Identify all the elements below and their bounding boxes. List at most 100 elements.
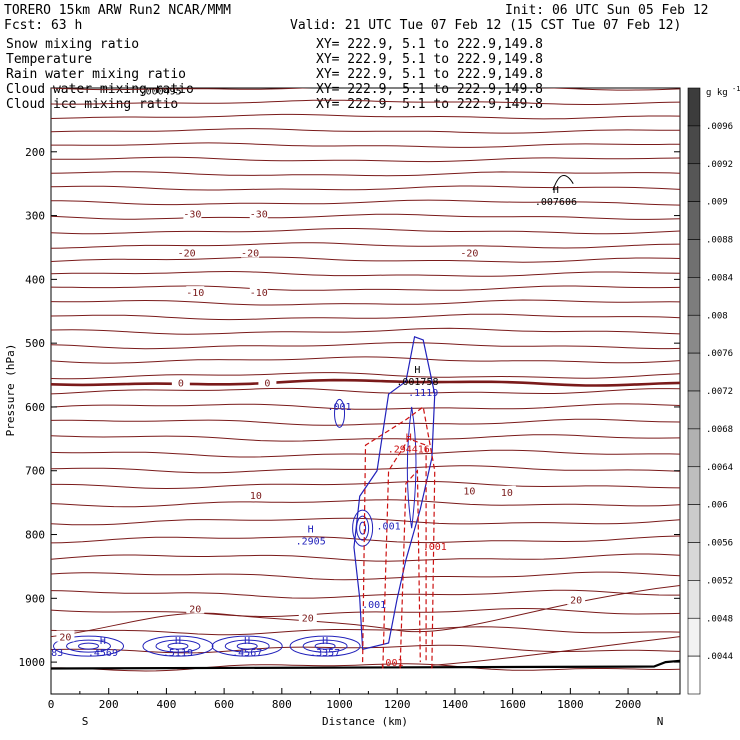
cloud-water-contour [352,509,374,547]
temperature-contour [51,113,680,120]
colorbar-label: .0064 [706,463,733,473]
contour-value-label: .000495 [140,86,182,97]
colorbar-swatch [687,239,701,278]
temperature-label: 10 [250,491,262,502]
x-tick-label: 1400 [442,698,469,711]
colorbar-label: .0052 [706,576,733,586]
colorbar-swatch [687,390,701,430]
colorbar-swatch [687,504,701,543]
temperature-label: 10 [501,488,513,499]
cloud-water-contour [224,639,270,653]
colorbar-label: .009 [706,198,728,208]
contour-value-label: .001 [362,600,386,611]
cloud-water-contour [167,642,189,650]
temperature-contour [51,372,680,380]
x-tick-label: 1200 [384,698,411,711]
temperature-contour [51,142,680,148]
temperature-contour [51,571,680,581]
y-tick-label: 200 [25,146,45,159]
header-model: TORERO 15km ARW Run2 NCAR/MMM [4,3,231,18]
y-axis-label: Pressure (hPa) [4,344,17,437]
y-tick-label: 400 [25,273,45,286]
colorbar-swatch [687,617,701,657]
y-tick-label: 900 [25,592,45,605]
temperature-contour [51,213,680,220]
x-tick-label: 1000 [326,698,353,711]
cloud-water-contour [334,398,346,428]
contour-value-label: .001 [377,521,401,532]
contour-value-label: .001 [327,402,351,413]
contour-value-label: .001 [423,542,447,553]
cloud-water-contour [66,639,112,653]
temperature-label: 0 [178,379,184,390]
temperature-label-bg [241,246,260,258]
temperature-contour [51,663,680,672]
extremum-symbol: H [406,433,412,444]
colorbar-swatch [687,428,701,468]
snow-contour [552,175,574,191]
temperature-label-bg [186,286,205,298]
temperature-contour [51,171,680,177]
header-init: Init: 06 UTC Sun 05 Feb 12 [505,3,709,18]
colorbar-swatch [687,352,701,392]
header-fcst: Fcst: 63 h [4,18,82,33]
legend-rain: Rain water mixing ratio [6,67,186,82]
y-tick-label: 500 [25,337,45,350]
extremum-value: .001758 [396,377,438,388]
temperature-contour [51,270,680,277]
temperature-label-bg [171,376,190,388]
legend-cloud-ice-xy: XY= 222.9, 5.1 to 222.9,149.8 [316,97,543,112]
colorbar-swatch [687,277,701,316]
x-axis-label: Distance (km) [322,715,408,728]
temperature-label-bg [186,602,205,614]
temperature-contour [51,199,680,206]
temperature-contour [51,299,680,306]
y-tick-label: 800 [25,529,45,542]
contour-value-label: .001 [379,658,403,669]
x-end-right: N [657,715,664,728]
temperature-label: -30 [183,210,201,221]
freezing-level-contour [51,378,680,387]
temperature-label: 20 [189,605,201,616]
colorbar-swatch [687,655,701,695]
extremum-value: .3357 [310,648,340,659]
temperature-label: 20 [59,633,71,644]
temperature-contour [51,256,680,263]
legend-rain-xy: XY= 222.9, 5.1 to 222.9,149.8 [316,67,543,82]
axes: 0 200 400 600 800 1000 1200 1400 1600 1800 2000200… [19,146,680,711]
temperature-contour [51,626,680,636]
temperature-label-bg [567,593,586,605]
colorbar-label: .0076 [706,349,733,359]
legend-temperature: Temperature [6,52,92,67]
temperature-contour [51,535,680,544]
extremum-symbol: H [553,185,559,196]
temperature-label: -20 [178,249,196,260]
colorbar-label: .0068 [706,425,733,435]
colorbar-swatch [687,163,701,202]
temperature-label-bg [249,286,268,298]
legend-cloud-water-xy: XY= 222.9, 5.1 to 222.9,149.8 [316,82,543,97]
contour-value-label: .000713 [47,80,89,91]
cloud-water-contour [155,639,201,653]
temperature-label: -20 [241,249,259,260]
temperature-contour [51,285,680,291]
colorbar: .0096 .0092 .009 .0088 .0084 .008 .0076 .0072 .0… [687,87,733,695]
temperature-contour [51,517,680,526]
temperature-label: -30 [250,210,268,221]
temperature-label-bg [497,485,516,497]
colorbar-label: .0044 [706,652,733,662]
temperature-label: -20 [460,249,478,260]
colorbar-label: .0088 [706,236,733,246]
colorbar-swatch [687,201,701,240]
temperature-contour [51,403,680,410]
plot-area: -30 -30-20 -20 -20-10 -100 010 10 1020202020H.0… [47,80,680,672]
temperature-label: 20 [302,613,314,624]
colorbar-swatch [687,87,701,127]
temperature-label-bg [249,207,268,219]
temperature-label-bg [177,246,196,258]
x-tick-label: 0 [48,698,55,711]
cloud-water-contour [356,515,370,541]
extremum-symbol: H [414,365,420,376]
y-tick-label: 300 [25,210,45,223]
